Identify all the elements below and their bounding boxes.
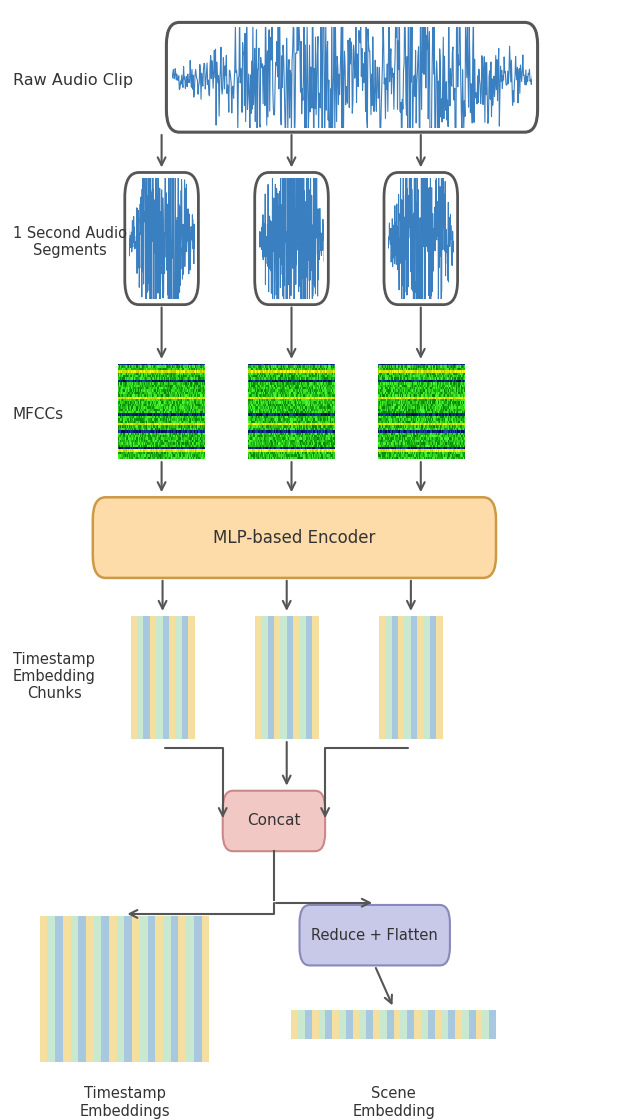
FancyBboxPatch shape: [255, 172, 328, 305]
FancyBboxPatch shape: [125, 172, 198, 305]
Text: Raw Audio Clip: Raw Audio Clip: [13, 73, 133, 88]
Text: 1 Second Audio
Segments: 1 Second Audio Segments: [13, 226, 127, 258]
FancyBboxPatch shape: [166, 22, 538, 132]
Text: Scene
Embedding: Scene Embedding: [352, 1086, 435, 1119]
FancyBboxPatch shape: [300, 905, 450, 965]
Text: MFCCs: MFCCs: [13, 407, 64, 422]
Text: Concat: Concat: [247, 813, 301, 829]
Text: Reduce + Flatten: Reduce + Flatten: [311, 927, 438, 943]
FancyBboxPatch shape: [223, 791, 325, 851]
Text: Timestamp
Embedding
Chunks: Timestamp Embedding Chunks: [13, 652, 95, 701]
Text: Timestamp
Embeddings: Timestamp Embeddings: [79, 1086, 170, 1119]
FancyBboxPatch shape: [93, 497, 496, 578]
Text: MLP-based Encoder: MLP-based Encoder: [213, 529, 376, 547]
FancyBboxPatch shape: [384, 172, 458, 305]
